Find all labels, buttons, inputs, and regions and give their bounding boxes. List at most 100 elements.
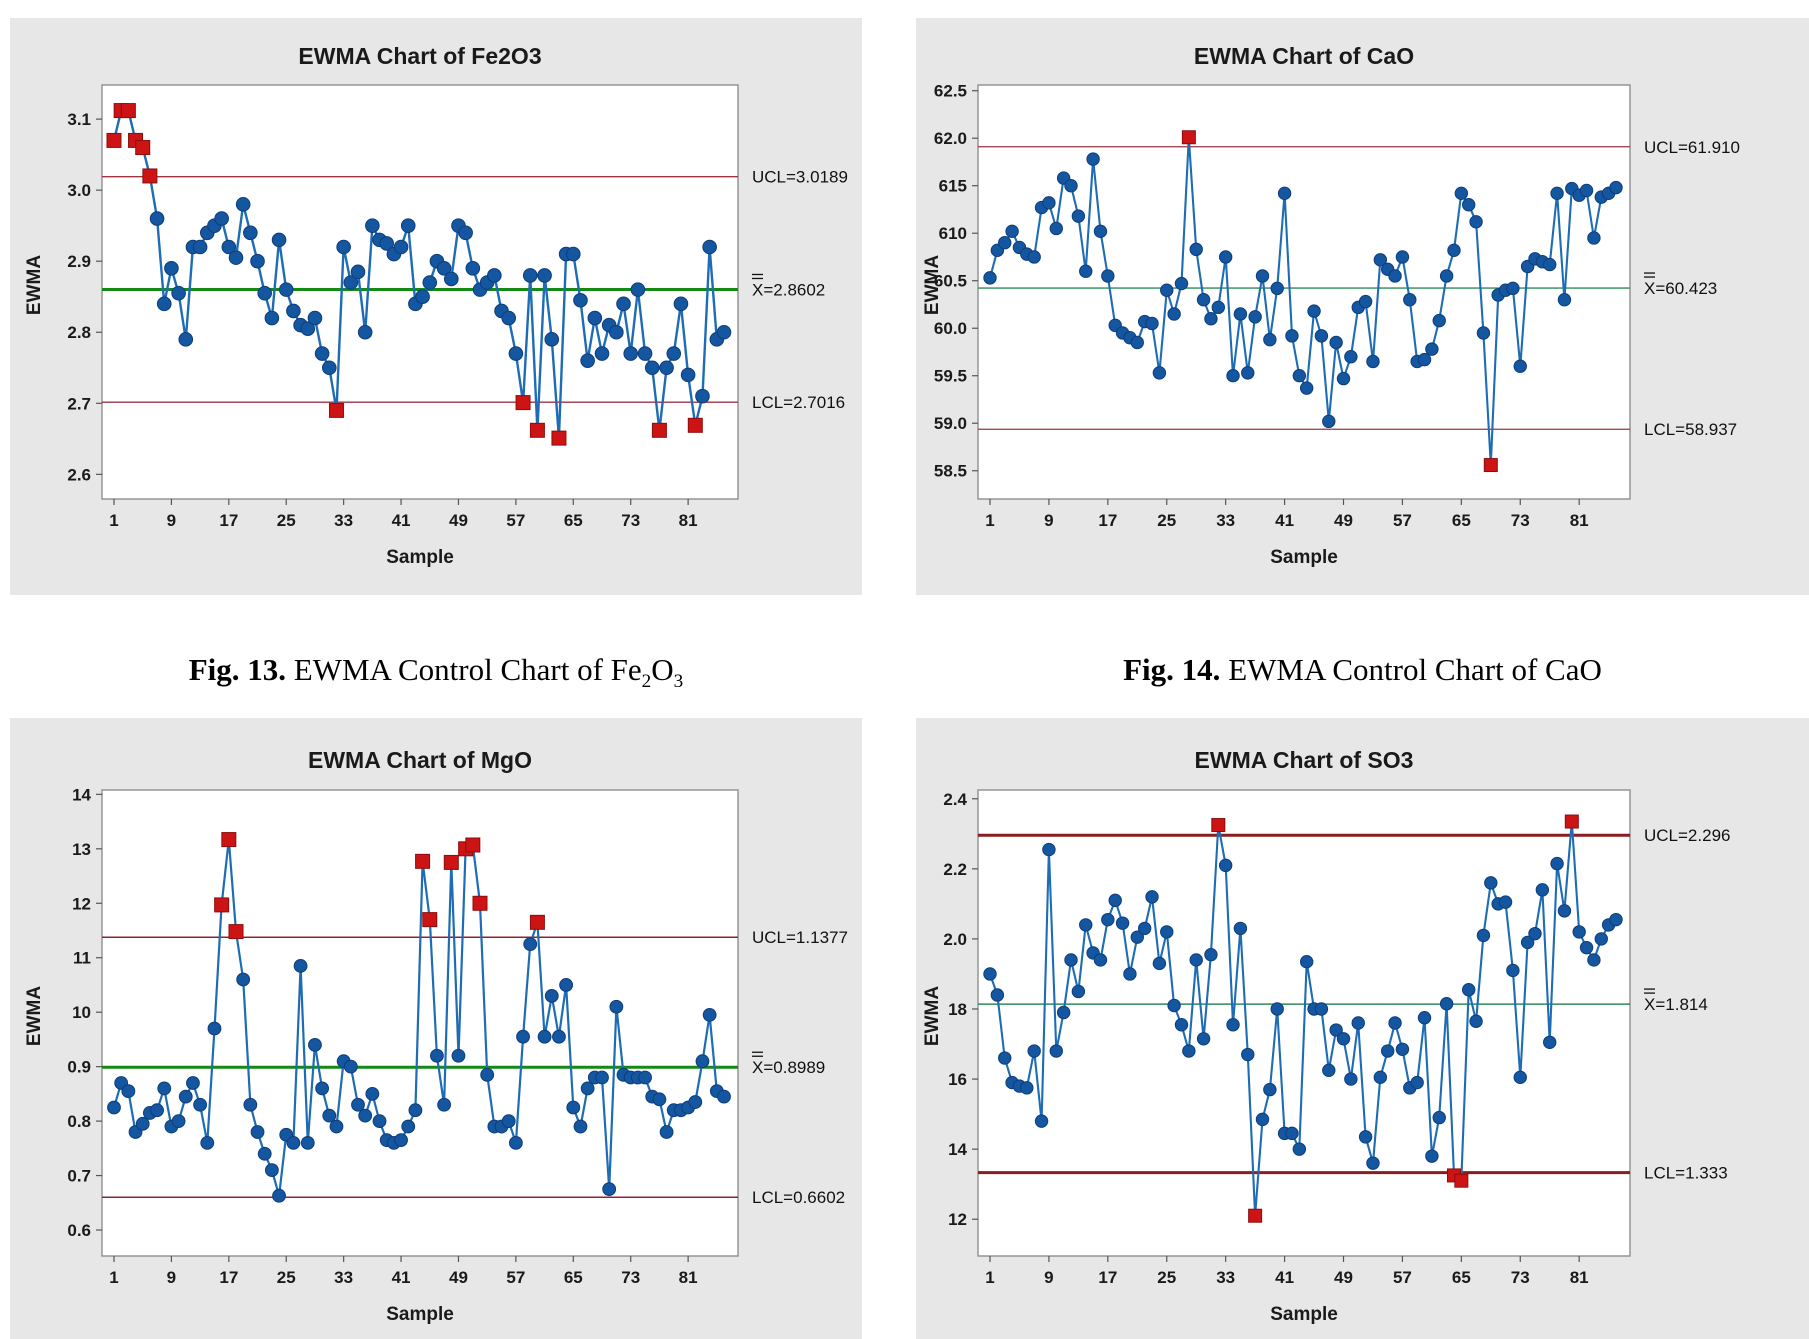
data-point <box>623 346 639 361</box>
data-point <box>1108 893 1122 908</box>
ewma-chart-mgo: EWMA Chart of MgO 14 13 12 11 10 0.9 0.8 0.7 0.6 1… <box>24 747 848 1325</box>
figure-caption-text: EWMA Control Chart of Fe <box>286 652 642 687</box>
data-point <box>559 978 574 992</box>
data-point <box>702 239 717 255</box>
data-point <box>393 239 409 255</box>
center-label: X=0.8989 <box>752 1058 825 1077</box>
data-point <box>1550 856 1564 871</box>
data-point <box>465 261 481 276</box>
data-point <box>207 1021 222 1036</box>
data-point <box>580 353 595 368</box>
data-point <box>616 296 631 312</box>
out-of-control-point <box>106 132 122 148</box>
ewma-chart-fe2o3: EWMA Chart of Fe2O3 3.1 3.0 2.9 2.8 2.7 2.6 1 9 1… <box>24 43 848 568</box>
lcl-label: LCL=2.7016 <box>752 393 845 412</box>
out-of-control-point <box>529 422 545 438</box>
data-point <box>1329 1023 1343 1037</box>
data-point <box>1211 300 1226 315</box>
data-point <box>1447 243 1461 258</box>
data-point <box>1579 183 1594 198</box>
data-point <box>1439 997 1454 1011</box>
data-point <box>343 1059 358 1074</box>
data-point <box>717 1089 731 1104</box>
data-point <box>1366 354 1380 369</box>
data-point <box>379 236 395 251</box>
data-point <box>1469 215 1483 229</box>
data-point <box>1432 1110 1446 1125</box>
data-point <box>443 271 459 287</box>
data-point <box>1064 179 1078 193</box>
data-point <box>408 1103 423 1118</box>
data-point <box>1270 1002 1284 1016</box>
ucl-label: UCL=61.910 <box>1644 138 1740 157</box>
lcl-label: LCL=1.333 <box>1644 1164 1728 1183</box>
data-point <box>1226 1018 1240 1032</box>
data-point <box>1380 1044 1395 1058</box>
y-tick-label: 11 <box>73 949 91 968</box>
data-point <box>537 268 552 283</box>
data-point <box>1071 984 1086 999</box>
data-point <box>1174 276 1189 291</box>
y-tick-label: 2.2 <box>943 860 967 879</box>
data-point <box>1425 342 1439 356</box>
x-tick-label: 73 <box>1511 511 1530 530</box>
data-point <box>1056 1005 1071 1020</box>
out-of-control-point <box>142 168 158 184</box>
out-of-control-point <box>328 402 344 418</box>
data-point <box>501 1114 516 1129</box>
data-point <box>1123 967 1137 981</box>
data-point <box>1005 224 1019 239</box>
data-point <box>1506 963 1520 978</box>
data-point <box>308 1037 322 1052</box>
data-point <box>1285 329 1299 343</box>
out-of-control-point <box>415 853 431 869</box>
chart-card-so3: EWMA Chart of SO3 2.4 2.2 2.0 18 16 14 12 1 9 17 25… <box>916 718 1809 1339</box>
data-point <box>415 289 430 305</box>
x-tick-label: 81 <box>1570 511 1589 530</box>
out-of-control-point <box>651 422 667 438</box>
data-point <box>171 1114 186 1129</box>
x-tick-label: 17 <box>1098 511 1117 530</box>
data-point <box>523 937 538 952</box>
out-of-control-point <box>228 924 244 940</box>
data-point <box>1351 1016 1365 1030</box>
data-point <box>673 296 689 312</box>
data-point <box>235 197 251 212</box>
data-point <box>1182 1044 1196 1058</box>
data-point <box>1160 283 1174 297</box>
ucl-label: UCL=2.296 <box>1644 826 1730 845</box>
data-point <box>609 999 624 1014</box>
y-tick-label: 3.0 <box>67 181 91 200</box>
data-point <box>1322 1063 1336 1078</box>
out-of-control-point <box>551 430 567 446</box>
y-tick-label: 14 <box>948 1140 967 1159</box>
y-axis-title: EWMA <box>922 255 943 315</box>
x-tick-label: 41 <box>1275 511 1294 530</box>
data-point <box>1454 186 1469 201</box>
data-point <box>436 261 452 276</box>
data-point <box>271 232 287 248</box>
data-point <box>121 1084 136 1099</box>
data-point <box>1034 1114 1049 1128</box>
data-point <box>1285 1126 1299 1141</box>
x-tick-label: 1 <box>109 1268 118 1287</box>
y-tick-label: 62.5 <box>934 82 967 101</box>
data-point <box>1292 1142 1307 1156</box>
x-tick-label: 57 <box>1393 1268 1412 1287</box>
x-tick-label: 65 <box>564 1268 583 1287</box>
data-point <box>659 360 674 376</box>
out-of-control-point <box>1564 814 1579 829</box>
data-point <box>1174 1018 1189 1032</box>
x-tick-label: 17 <box>1098 1268 1117 1287</box>
data-point <box>990 988 1005 1002</box>
data-point <box>1255 1112 1270 1127</box>
x-tick-label: 17 <box>219 1268 238 1287</box>
x-axis-title: Sample <box>1270 547 1338 568</box>
data-point <box>487 268 502 283</box>
data-point <box>1218 250 1233 264</box>
y-tick-label: 16 <box>948 1070 967 1089</box>
data-point <box>300 321 316 336</box>
data-point <box>186 1076 200 1090</box>
data-point <box>1543 1035 1557 1049</box>
data-point <box>365 218 380 233</box>
